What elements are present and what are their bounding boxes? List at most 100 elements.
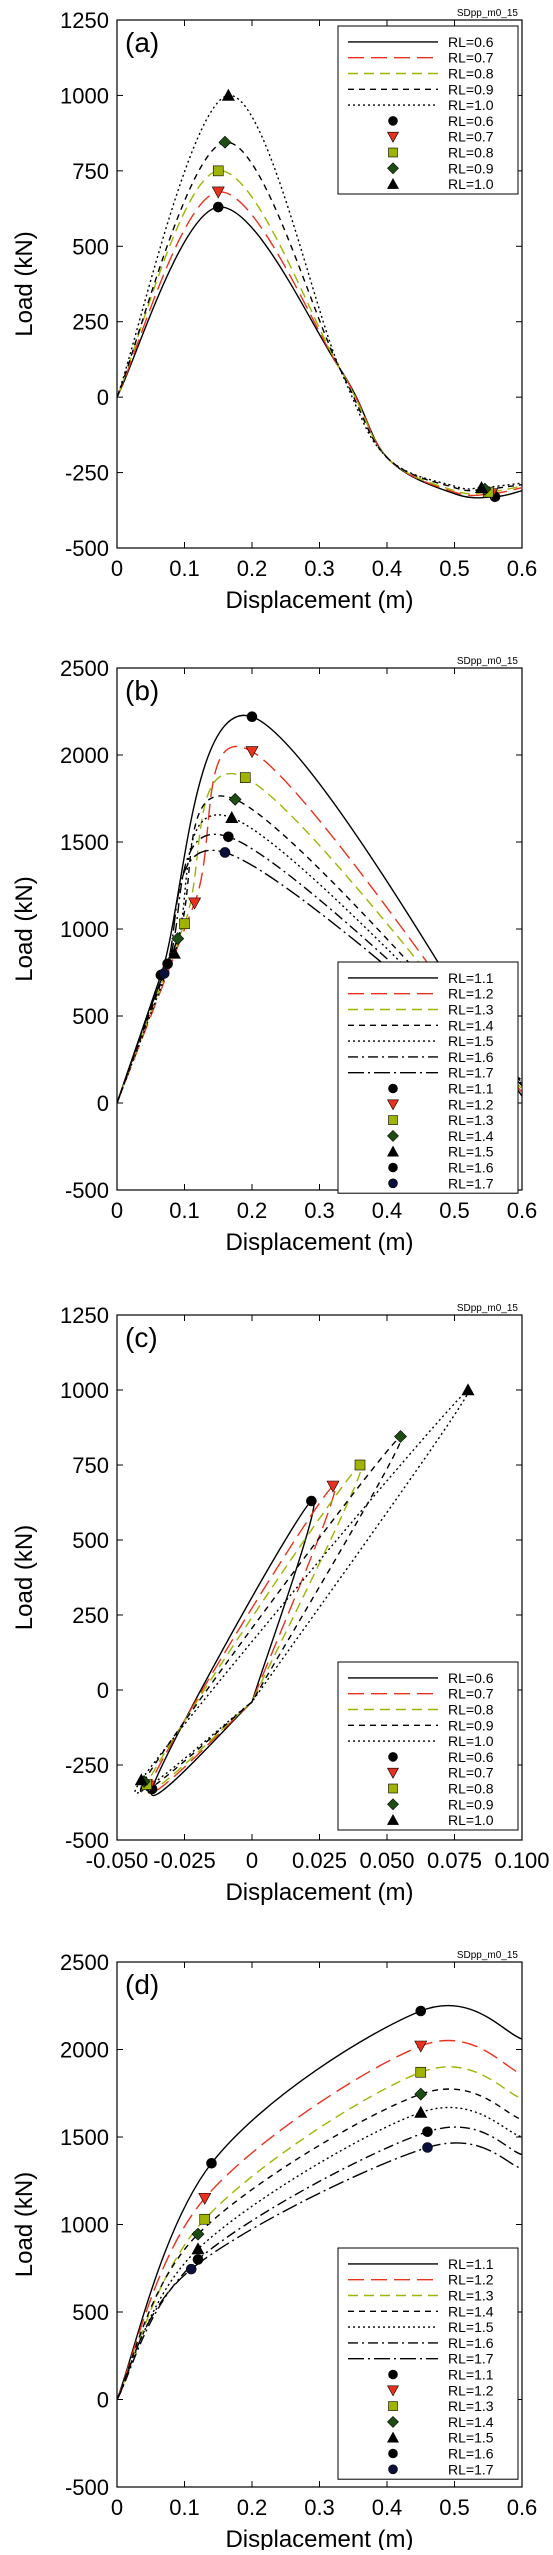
legend-label: RL=1.1 bbox=[448, 1081, 494, 1097]
legend-marker-sample bbox=[386, 1099, 400, 1111]
series-line bbox=[117, 141, 522, 492]
y-tick-label: 1500 bbox=[60, 2125, 109, 2150]
legend-label: RL=1.0 bbox=[448, 1733, 494, 1749]
y-tick-label: 500 bbox=[72, 234, 109, 259]
legend-marker-sample bbox=[387, 162, 399, 175]
y-tick-label: 500 bbox=[72, 1528, 109, 1553]
legend-box bbox=[337, 25, 519, 195]
series-line bbox=[117, 206, 522, 499]
x-tick-label: 0.2 bbox=[237, 1198, 268, 1223]
panel-label: (d) bbox=[125, 1969, 159, 2000]
x-axis-label: Displacement (m) bbox=[225, 2526, 413, 2550]
y-tick-label: 1000 bbox=[60, 2213, 109, 2238]
legend-label: RL=0.8 bbox=[448, 66, 494, 82]
data-marker bbox=[185, 2263, 197, 2275]
y-axis-label: Load (kN) bbox=[11, 231, 38, 336]
y-tick-label: 1000 bbox=[60, 1378, 109, 1403]
data-marker bbox=[422, 2126, 433, 2138]
legend-marker-sample bbox=[388, 1178, 398, 1189]
corner-tag: SDpp_m0_15 bbox=[457, 656, 519, 667]
legend-label: RL=1.1 bbox=[448, 2256, 494, 2272]
x-tick-label: 0.4 bbox=[372, 1198, 403, 1223]
data-marker bbox=[191, 2242, 205, 2255]
legend-label: RL=1.7 bbox=[448, 2351, 494, 2367]
legend-label: RL=1.0 bbox=[448, 1812, 494, 1828]
x-tick-label: 0 bbox=[111, 1198, 123, 1223]
series-line bbox=[117, 2004, 522, 2400]
y-tick-label: -250 bbox=[65, 1753, 109, 1778]
data-marker bbox=[218, 135, 232, 149]
legend-label: RL=0.6 bbox=[448, 1749, 494, 1765]
legend-marker-sample bbox=[386, 131, 400, 143]
data-marker bbox=[239, 772, 251, 783]
series-line bbox=[117, 2106, 522, 2400]
y-tick-label: 0 bbox=[97, 1091, 109, 1116]
legend-marker-sample bbox=[388, 2464, 398, 2475]
y-tick-label: 250 bbox=[72, 1603, 109, 1628]
y-tick-label: 1250 bbox=[60, 1303, 109, 1328]
legend-marker-sample bbox=[386, 1813, 400, 1825]
x-tick-label: 0.3 bbox=[304, 1198, 335, 1223]
legend-label: RL=1.2 bbox=[448, 2272, 494, 2288]
x-tick-label: 0.2 bbox=[237, 2495, 268, 2520]
series-line bbox=[117, 2066, 522, 2400]
data-marker bbox=[415, 2066, 427, 2078]
legend-marker-sample bbox=[388, 147, 398, 158]
series-line bbox=[117, 2039, 522, 2400]
data-marker bbox=[461, 1383, 475, 1396]
legend-label: RL=1.7 bbox=[448, 2461, 494, 2477]
x-tick-label: 0.1 bbox=[169, 556, 200, 581]
legend-marker-sample bbox=[388, 2369, 398, 2380]
series-group bbox=[117, 88, 522, 503]
data-marker bbox=[191, 2227, 205, 2241]
legend: RL=1.1RL=1.2RL=1.3RL=1.4RL=1.5RL=1.6RL=1… bbox=[337, 2247, 519, 2480]
data-marker bbox=[422, 2142, 433, 2153]
legend-label: RL=1.6 bbox=[448, 1049, 494, 1065]
x-tick-label: 0.4 bbox=[372, 2495, 403, 2520]
y-tick-label: -250 bbox=[65, 461, 109, 486]
legend-label: RL=0.6 bbox=[448, 34, 494, 50]
y-tick-label: 750 bbox=[72, 159, 109, 184]
data-marker bbox=[158, 968, 170, 979]
y-tick-label: 1000 bbox=[60, 83, 109, 108]
legend-label: RL=1.2 bbox=[448, 2382, 494, 2398]
y-tick-label: 500 bbox=[72, 1004, 109, 1029]
x-tick-label: 0.025 bbox=[292, 1848, 347, 1873]
chart-panel: -0.050 -0.025 0 0.025 0.050 0.075 0.100 -500 -25… bbox=[11, 1303, 550, 1906]
y-axis-label: Load (kN) bbox=[11, 1525, 38, 1630]
legend-label: RL=0.9 bbox=[448, 160, 494, 176]
data-marker bbox=[179, 918, 190, 930]
data-marker bbox=[198, 2192, 212, 2205]
legend-marker-sample bbox=[387, 2415, 399, 2428]
data-marker bbox=[225, 811, 239, 823]
legend-label: RL=0.8 bbox=[448, 1781, 494, 1797]
legend-label: RL=1.4 bbox=[448, 2303, 494, 2319]
x-tick-label: 0.3 bbox=[304, 556, 335, 581]
legend-label: RL=1.3 bbox=[448, 2398, 494, 2414]
y-tick-label: -500 bbox=[65, 2475, 109, 2500]
legend: RL=0.6RL=0.7RL=0.8RL=0.9RL=1.0RL=0.6RL=0… bbox=[337, 1661, 519, 1831]
y-tick-label: 2500 bbox=[60, 1950, 109, 1975]
legend-label: RL=1.5 bbox=[448, 2319, 494, 2335]
legend-marker-sample bbox=[387, 1129, 399, 1142]
legend-label: RL=1.3 bbox=[448, 1002, 494, 1018]
data-marker bbox=[354, 1459, 366, 1471]
y-axis-label: Load (kN) bbox=[11, 2172, 38, 2277]
data-marker bbox=[192, 2254, 204, 2265]
y-tick-label: -500 bbox=[65, 536, 109, 561]
legend-label: RL=0.9 bbox=[448, 1717, 494, 1733]
y-tick-label: -500 bbox=[65, 1828, 109, 1853]
legend-label: RL=1.4 bbox=[448, 2414, 494, 2430]
legend-marker-sample bbox=[388, 1162, 398, 1173]
legend-box bbox=[337, 1661, 519, 1831]
x-tick-label: 0.075 bbox=[427, 1848, 482, 1873]
series-line bbox=[117, 745, 522, 1104]
x-tick-label: 0.3 bbox=[304, 2495, 335, 2520]
legend-label: RL=0.8 bbox=[448, 145, 494, 161]
x-tick-label: -0.025 bbox=[153, 1848, 215, 1873]
series-line bbox=[143, 1464, 363, 1794]
x-tick-label: 0.4 bbox=[372, 556, 403, 581]
chart-panel: 0 0.1 0.2 0.3 0.4 0.5 0.6 -500 -250 0 250 500 750 100… bbox=[11, 8, 537, 614]
data-marker bbox=[199, 2213, 211, 2225]
legend-label: RL=1.1 bbox=[448, 2367, 494, 2383]
